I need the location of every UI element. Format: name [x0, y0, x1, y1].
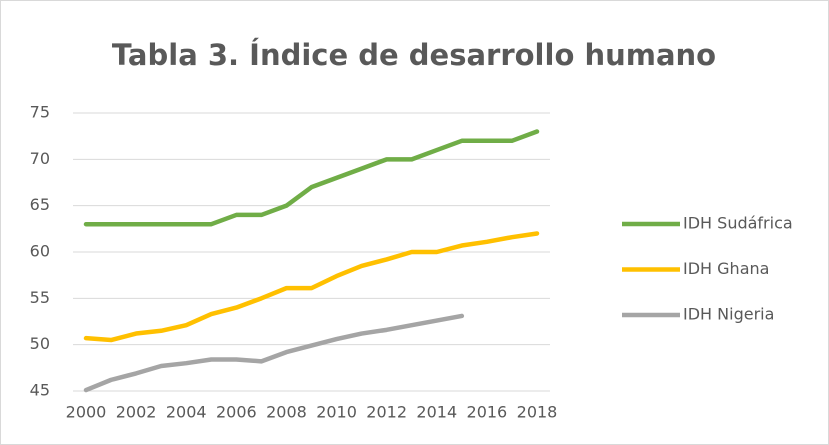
x-tick-label: 2018 [517, 403, 558, 422]
legend-label: IDH Nigeria [683, 305, 774, 324]
y-tick-label: 55 [30, 288, 50, 307]
y-tick-label: 60 [30, 242, 50, 261]
series-line [83, 313, 465, 393]
legend-label: IDH Sudáfrica [683, 214, 793, 233]
x-tick-label: 2010 [316, 403, 357, 422]
x-tick-label: 2002 [116, 403, 157, 422]
chart-title: Tabla 3. Índice de desarrollo humano [112, 38, 716, 72]
y-tick-label: 75 [30, 103, 50, 122]
y-tick-label: 45 [30, 381, 50, 400]
x-tick-label: 2000 [66, 403, 107, 422]
legend-label: IDH Ghana [683, 259, 769, 278]
y-tick-label: 50 [30, 334, 50, 353]
series-line [83, 129, 540, 227]
series-line [83, 231, 540, 343]
x-tick-label: 2016 [467, 403, 508, 422]
x-tick-label: 2012 [366, 403, 407, 422]
x-tick-label: 2006 [216, 403, 257, 422]
x-tick-label: 2014 [416, 403, 457, 422]
x-tick-label: 2008 [266, 403, 307, 422]
x-tick-label: 2004 [166, 403, 207, 422]
y-tick-label: 70 [30, 149, 50, 168]
y-tick-label: 65 [30, 195, 50, 214]
